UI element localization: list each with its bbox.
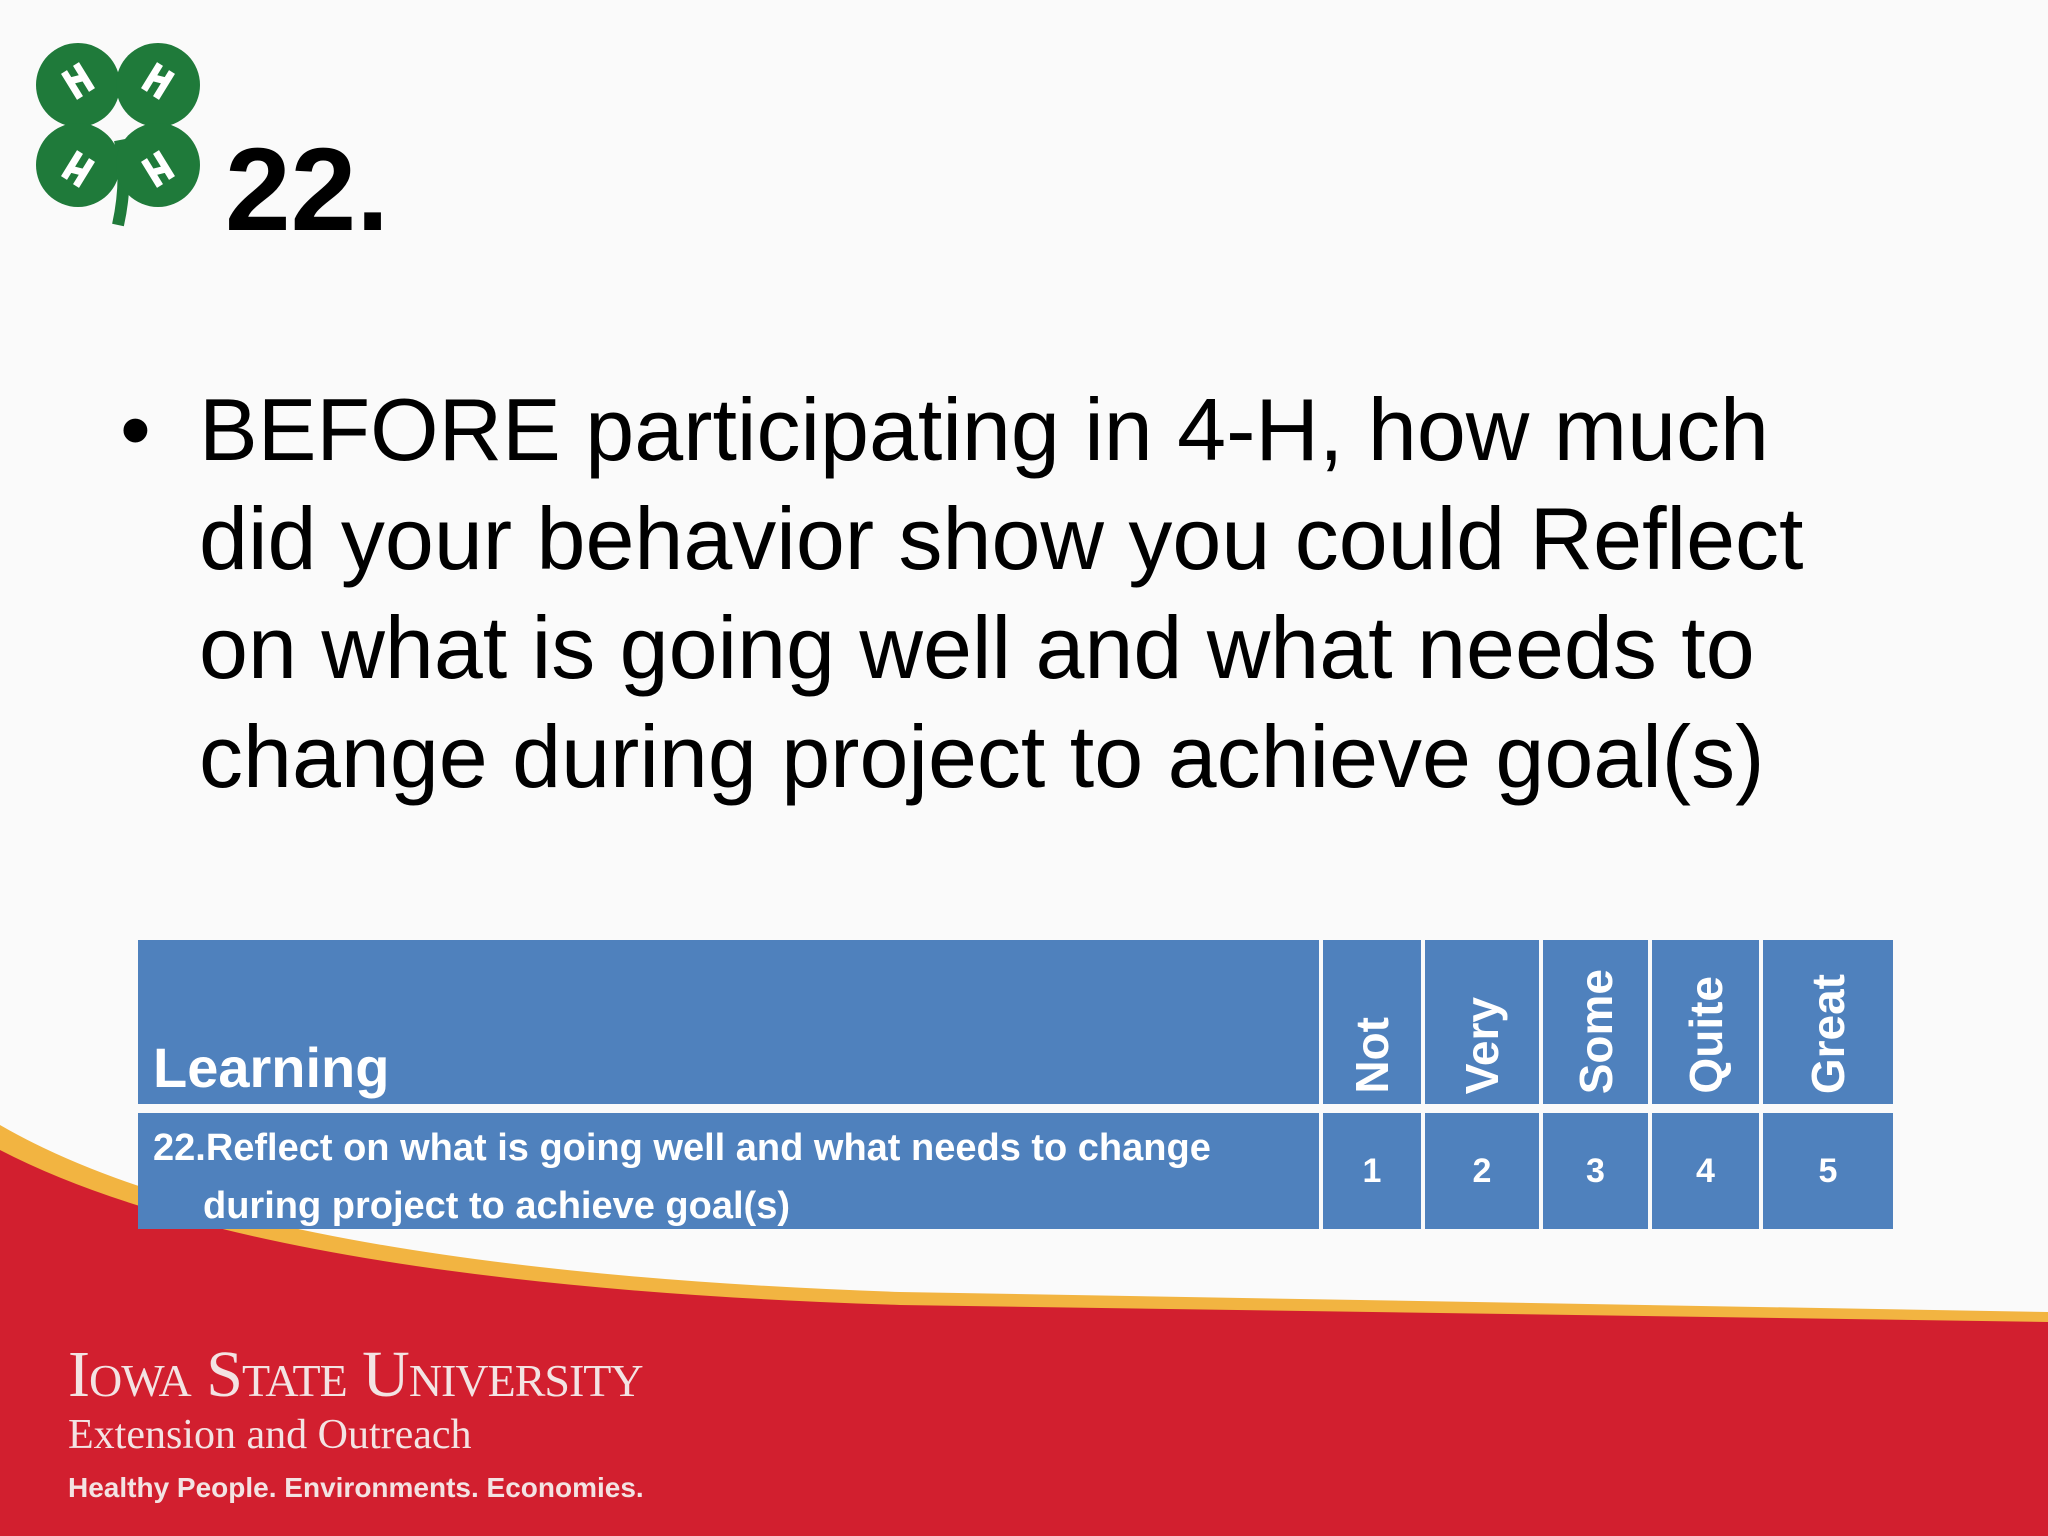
header-label: Quite bbox=[1679, 976, 1732, 1094]
bullet-line: did your behavior show you could Reflect bbox=[199, 489, 1804, 588]
row-cell: 1 bbox=[1323, 1113, 1421, 1229]
footer: Iowa State University Extension and Outr… bbox=[68, 1340, 644, 1508]
header-label: Learning bbox=[153, 1036, 390, 1099]
bullet-text: BEFORE participating in 4-H, how much di… bbox=[199, 375, 1803, 811]
header-cell: Some bbox=[1543, 940, 1648, 1104]
tagline: Healthy People. Environments. Economies. bbox=[68, 1472, 644, 1503]
header-cell: Quite bbox=[1652, 940, 1759, 1104]
unit-name: Extension and Outreach bbox=[68, 1412, 472, 1458]
header-cell: Learning bbox=[138, 940, 1319, 1104]
header-cell: Great bbox=[1763, 940, 1893, 1104]
bullet-dot: • bbox=[120, 380, 151, 479]
header-label: Great bbox=[1802, 973, 1854, 1094]
bullet-line: BEFORE participating in 4-H, how much bbox=[199, 380, 1769, 479]
header-label: Very bbox=[1456, 996, 1508, 1094]
header-cell: Not bbox=[1323, 940, 1421, 1104]
row-cell: 5 bbox=[1763, 1113, 1893, 1229]
header-label: Not bbox=[1346, 1017, 1398, 1094]
bullet-line: on what is going well and what needs to bbox=[199, 598, 1755, 697]
university-name: Iowa State University bbox=[68, 1338, 644, 1411]
header-cell: Very bbox=[1425, 940, 1539, 1104]
slide-title: 22. bbox=[225, 124, 390, 256]
row-label: 22.Reflect on what is going well and wha… bbox=[153, 1127, 1211, 1227]
footer-band bbox=[0, 1150, 2048, 1536]
bullet: • BEFORE participating in 4-H, how much … bbox=[120, 375, 1803, 811]
clover-logo bbox=[36, 43, 200, 227]
header-label: Some bbox=[1569, 968, 1622, 1094]
bullet-line: change during project to achieve goal(s) bbox=[199, 707, 1765, 806]
row-cell: 22.Reflect on what is going well and wha… bbox=[138, 1113, 1319, 1229]
row-cell: 4 bbox=[1652, 1113, 1759, 1229]
row-cell: 2 bbox=[1425, 1113, 1539, 1229]
row-cell: 3 bbox=[1543, 1113, 1648, 1229]
